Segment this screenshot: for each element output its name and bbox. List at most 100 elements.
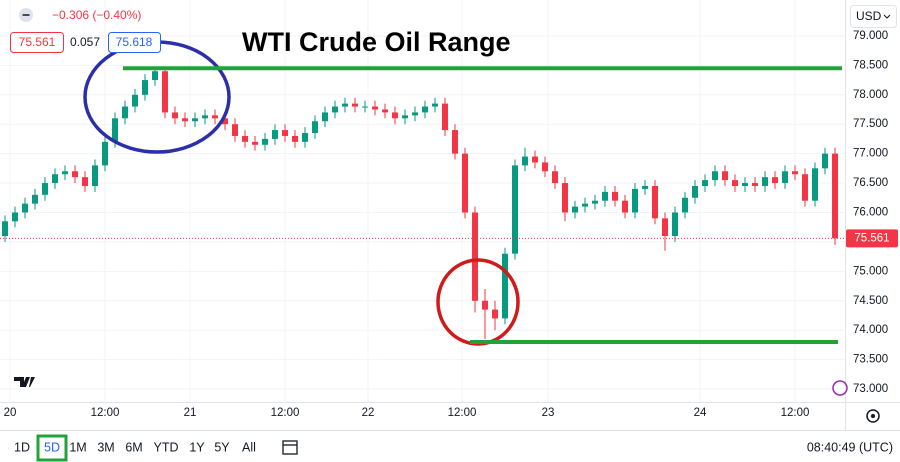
candle-body [712, 171, 718, 181]
candle-body [402, 115, 408, 119]
candle-body [332, 106, 338, 113]
candle-body [422, 106, 428, 113]
candle-body [492, 309, 498, 319]
logo [14, 377, 35, 387]
spread: 0.057 [70, 35, 100, 49]
candle-body [452, 130, 458, 154]
candle-body [62, 171, 68, 175]
candle-body [832, 153, 838, 239]
candle-body [342, 103, 348, 107]
currency-box[interactable] [850, 5, 897, 28]
y-tick-label: 74.000 [853, 324, 888, 336]
candle-body [732, 180, 738, 186]
sell-box[interactable] [10, 32, 64, 53]
candle-body [142, 80, 148, 95]
y-tick-label: 73.500 [853, 354, 888, 366]
candle-body [182, 118, 188, 122]
candle-body [352, 103, 358, 107]
last-price-box [846, 229, 898, 248]
timeframe-button[interactable]: 5Y [214, 440, 230, 454]
change: −0.306 (−0.40%) [52, 8, 141, 22]
candle-body [722, 171, 728, 181]
timeframe-button[interactable]: 5D [44, 440, 60, 454]
candle-body [822, 153, 828, 169]
candle-body [812, 168, 818, 201]
x-tick-label: 20 [4, 407, 17, 419]
candle-body [762, 177, 768, 186]
candle-body [512, 165, 518, 254]
timeframe-button[interactable]: 1M [69, 440, 86, 454]
candle-body [212, 115, 218, 119]
y-tick-label: 76.500 [853, 177, 888, 189]
y-tick-label: 79.000 [853, 30, 888, 42]
candle-body [12, 212, 18, 222]
candle-body [312, 121, 318, 134]
x-tick-label: 21 [184, 407, 197, 419]
y-tick-label: 78.500 [853, 59, 888, 71]
candle-body [302, 133, 308, 142]
candle-body [162, 71, 168, 113]
candle-body [112, 118, 118, 142]
candle-body [502, 253, 508, 319]
currency-caret [883, 14, 891, 19]
candle-body [582, 203, 588, 207]
candle-body [362, 106, 368, 108]
candle-body [782, 171, 788, 184]
event-icon[interactable] [832, 380, 848, 396]
candle-body [742, 183, 748, 186]
candle-body [792, 171, 798, 175]
chart-title: WTI Crude Oil Range [242, 27, 511, 57]
buy-price[interactable]: 75.618 [116, 35, 153, 49]
y-tick-label: 74.500 [853, 295, 888, 307]
candle-body [772, 177, 778, 184]
candle-body [552, 171, 558, 184]
settings-icon-dot [871, 414, 875, 418]
candle-body [572, 206, 578, 213]
candle-body [622, 200, 628, 213]
timeframe-button[interactable]: 3M [97, 440, 114, 454]
candle-body [172, 112, 178, 119]
settings-icon[interactable] [866, 409, 880, 423]
candle-body [2, 221, 8, 237]
candle-body [32, 194, 38, 204]
sell-price[interactable]: 75.561 [19, 35, 56, 49]
y-tick-label: 78.000 [853, 89, 888, 101]
toolbar: 1D 5D 1M 3M 6M YTD 1Y 5Y All [14, 434, 256, 462]
candle-body [562, 183, 568, 213]
timeframe-button[interactable]: 1D [14, 440, 30, 454]
grid [0, 0, 845, 402]
candle-body [602, 191, 608, 201]
candle-body [432, 103, 438, 107]
candle-body [262, 138, 268, 145]
timeframe-button[interactable]: 6M [125, 440, 142, 454]
x-tick-label: 24 [694, 407, 707, 419]
y-tick-label: 73.000 [853, 383, 888, 395]
timeframe-button[interactable]: 1Y [189, 440, 205, 454]
candle-body [252, 141, 258, 145]
timeframe-button[interactable]: YTD [154, 440, 179, 454]
candle-body [102, 141, 108, 166]
candle-body [92, 165, 98, 186]
date-range-icon[interactable] [282, 440, 298, 455]
candle-body [72, 171, 78, 178]
plot [0, 68, 845, 340]
buy-box[interactable] [108, 32, 161, 53]
candle-body [392, 112, 398, 119]
candle-body [642, 185, 648, 189]
candle-body [442, 103, 448, 131]
candle-body [692, 185, 698, 198]
candle-body [462, 153, 468, 213]
candle-body [132, 94, 138, 107]
candle-body [372, 106, 378, 110]
timeframe-button[interactable]: All [242, 440, 256, 454]
candle-body [282, 130, 288, 136]
candle-body [122, 106, 128, 119]
candle-body [202, 115, 208, 119]
candle-body [22, 203, 28, 213]
candle-body [82, 177, 88, 186]
candle-body [702, 180, 708, 186]
currency[interactable]: USD [856, 9, 882, 23]
candle-body [682, 197, 688, 213]
